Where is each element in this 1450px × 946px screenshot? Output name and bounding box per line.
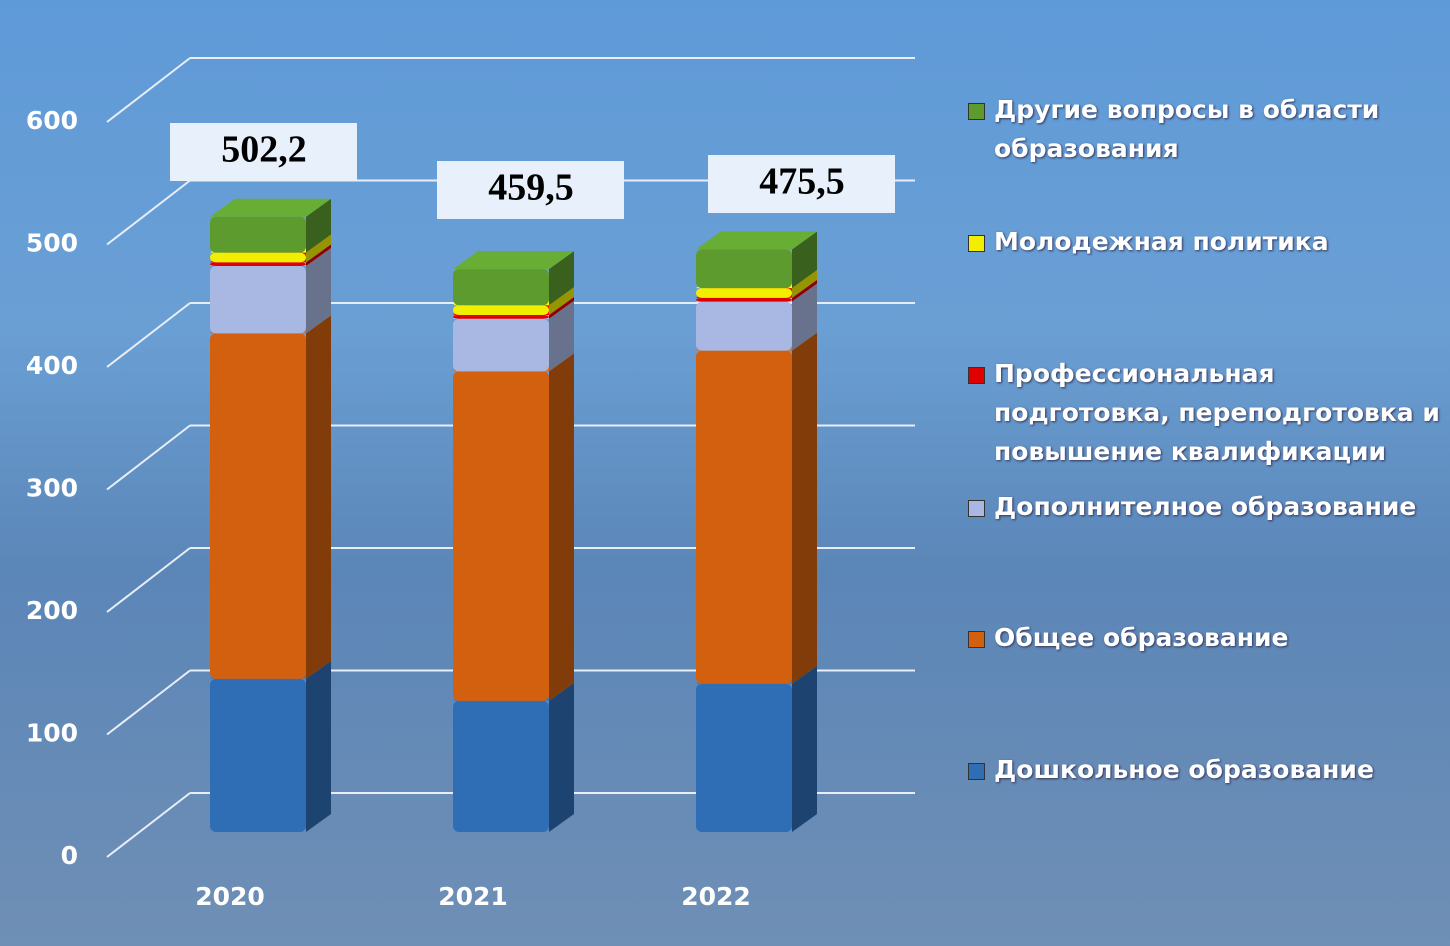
bar-face [792,231,817,289]
bar-face [792,332,817,684]
bar-face [210,252,306,263]
bar-face [549,682,574,832]
bar-face [210,262,306,267]
legend-entry: Профессиональная подготовка, переподгото… [968,354,1443,471]
bar-face [453,315,549,319]
grid-line-floor [106,547,191,613]
bar-face [453,700,549,832]
bar-face [306,244,331,267]
legend-swatch [968,367,985,384]
bar-segment [696,665,817,832]
bar-face [453,318,549,372]
y-tick-label: 600 [26,106,78,135]
bar-face [696,350,792,684]
grid-line-floor [106,57,191,123]
bar-face [549,287,574,316]
bar-segment [453,353,574,701]
y-tick-label: 0 [61,841,78,870]
grid-line-floor [106,669,191,736]
bar-face [210,216,306,253]
bar-face [453,269,549,306]
legend-entry: Молодежная политика [968,222,1329,261]
legend-label: Молодежная политика [994,227,1329,256]
y-tick-label: 100 [26,719,78,748]
grid-line-floor [106,302,191,368]
bar-face [696,301,792,351]
bar-face [696,231,817,250]
bar-face [696,288,792,298]
bar-face [696,683,792,832]
legend-swatch [968,103,985,120]
legend-swatch [968,235,985,252]
bar-face [210,333,306,679]
bar-face [549,353,574,701]
bar-face [306,198,331,253]
legend-label: Профессиональная подготовка, переподгото… [994,359,1440,466]
bar-face [453,305,549,316]
bar-face [306,248,331,334]
bar-face [792,283,817,351]
x-tick-label: 2022 [681,882,751,911]
y-tick-label: 200 [26,596,78,625]
bar-face [792,279,817,302]
bar-segment [210,315,331,679]
bar-segment [210,660,331,832]
y-tick-label: 300 [26,474,78,503]
bar-face [210,198,331,217]
total-label-box [708,155,895,213]
total-label: 459,5 [488,167,574,209]
bar-segment [210,198,331,253]
legend-label: Другие вопросы в области образования [994,95,1380,163]
bar-segment [696,332,817,684]
bar-face [792,665,817,832]
bar-face [696,249,792,289]
legend-entry: Дополнителное образование [968,487,1416,526]
bar-face [306,315,331,679]
bar-face [549,297,574,319]
bar-face [210,678,306,832]
bar-face [306,660,331,832]
bar-face [696,297,792,302]
bar-face [453,251,574,270]
legend-entry: Общее образование [968,618,1289,657]
grid-line-floor [106,792,191,858]
legend-swatch [968,763,985,780]
bar-face [306,234,331,263]
total-label-box [437,161,624,219]
x-tick-label: 2020 [195,882,265,911]
legend-entry: Дошкольное образование [968,750,1374,789]
legend-swatch [968,500,985,517]
bar-segment [696,231,817,289]
legend-entry: Другие вопросы в области образования [968,90,1443,168]
bar-face [549,300,574,372]
legend-label: Дошкольное образование [994,755,1374,784]
legend-label: Дополнителное образование [994,492,1417,521]
bar-face [549,251,574,306]
legend-label: Общее образование [994,623,1289,652]
total-label: 502,2 [221,129,307,171]
bar-face [453,371,549,701]
bar-segment [453,682,574,832]
legend-swatch [968,631,985,648]
grid-line-floor [106,424,191,491]
grid-line-floor [106,179,191,246]
y-tick-label: 500 [26,229,78,258]
total-label-box [170,123,357,181]
bar-face [792,270,817,298]
x-tick-label: 2021 [438,882,508,911]
total-label: 475,5 [759,161,845,203]
bar-segment [453,251,574,306]
bar-face [210,266,306,334]
y-tick-label: 400 [26,351,78,380]
